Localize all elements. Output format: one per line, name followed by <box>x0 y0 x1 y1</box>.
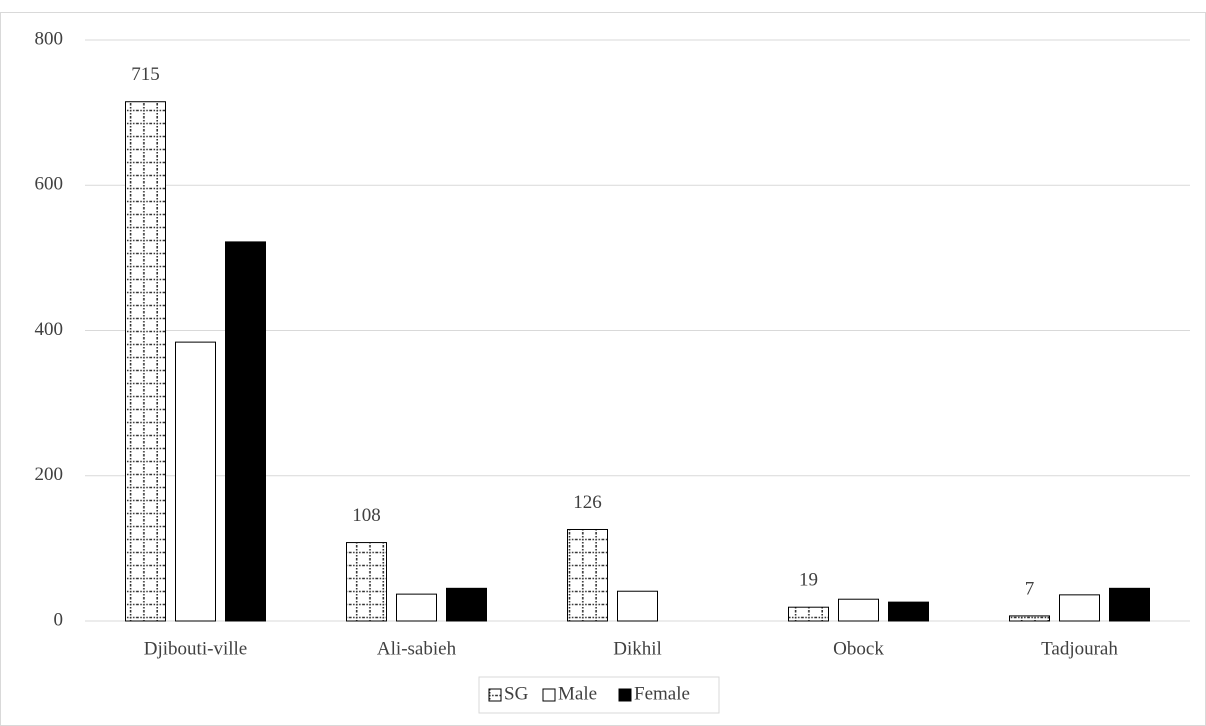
legend: SG Male Female <box>478 676 720 714</box>
bar <box>1009 615 1050 622</box>
bar <box>396 593 437 622</box>
bar <box>838 598 879 622</box>
x-tick-label: Obock <box>833 638 884 659</box>
y-tick-label: 400 <box>35 319 64 340</box>
y-tick-label: 600 <box>35 174 64 195</box>
data-label: 108 <box>352 505 381 526</box>
x-tick-label: Djibouti-ville <box>144 638 247 659</box>
bar <box>888 601 929 622</box>
bar <box>1109 587 1150 622</box>
x-tick-label: Ali-sabieh <box>377 638 457 659</box>
bar <box>567 528 608 622</box>
bar <box>125 101 166 622</box>
bar <box>1059 594 1100 622</box>
y-tick-label: 200 <box>35 464 64 485</box>
bar <box>346 542 387 622</box>
legend-label: Female <box>634 683 690 704</box>
bar <box>788 606 829 622</box>
plot-area: 0 200 400 600 800 Djibouti-ville 715 Ali-sabieh… <box>35 28 1190 714</box>
x-tick-label: Tadjourah <box>1041 638 1118 659</box>
bar <box>446 587 487 622</box>
y-tick-label: 0 <box>54 609 64 630</box>
data-label: 715 <box>131 64 160 85</box>
y-tick-label: 800 <box>35 28 64 49</box>
bar <box>175 341 216 622</box>
legend-swatch <box>618 688 632 702</box>
data-label: 126 <box>573 492 602 513</box>
legend-swatch <box>488 688 502 702</box>
legend-label: Male <box>558 683 597 704</box>
bar <box>225 241 266 622</box>
legend-swatch <box>542 688 556 702</box>
x-tick-label: Dikhil <box>613 638 662 659</box>
data-label: 19 <box>799 570 818 591</box>
legend-box <box>478 676 720 714</box>
bar <box>617 590 658 622</box>
legend-label: SG <box>504 683 529 704</box>
data-label: 7 <box>1025 578 1035 599</box>
